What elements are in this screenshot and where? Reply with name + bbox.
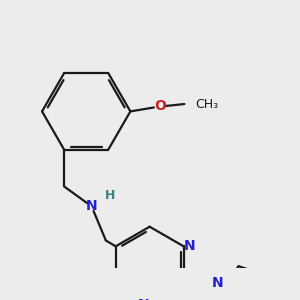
Text: H: H [105,189,115,202]
Text: O: O [154,100,166,113]
Text: N: N [85,199,97,213]
Text: CH₃: CH₃ [196,98,219,110]
Text: N: N [138,298,150,300]
Text: N: N [184,239,195,253]
Text: N: N [212,276,224,290]
